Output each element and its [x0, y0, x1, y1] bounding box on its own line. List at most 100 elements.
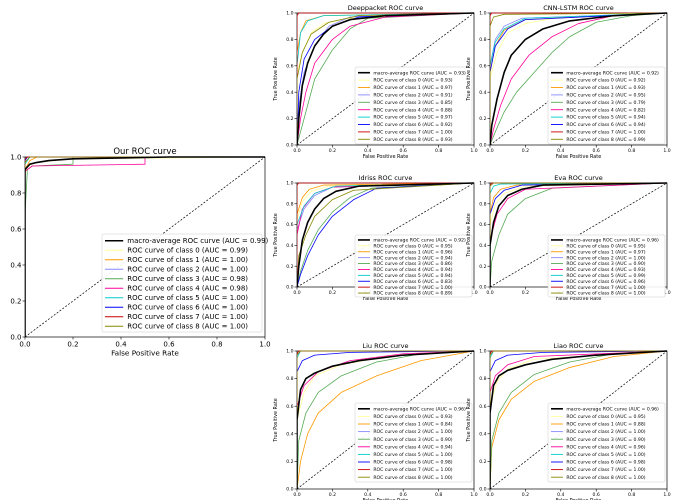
roc-curve-9	[297, 182, 475, 287]
x-tick-label: 1.0	[663, 290, 670, 296]
y-tick-label: 0.2	[286, 264, 293, 270]
x-tick-label: 1.0	[470, 290, 477, 296]
roc-curve-6	[490, 12, 668, 145]
legend-label: ROC curve of class 3 (AUC = 0.98)	[127, 275, 248, 283]
roc-curve-5	[490, 12, 668, 145]
roc-curve-8	[297, 182, 474, 287]
legend-label: ROC curve of class 6 (AUC = 0.83)	[373, 279, 452, 285]
y-tick-label: 0.4	[10, 261, 22, 269]
legend: macro-average ROC curve (AUC = 0.99) ROC …	[101, 233, 269, 333]
roc-curve-5	[490, 182, 668, 287]
roc-curve-0	[297, 182, 475, 287]
curves-group	[490, 182, 668, 287]
legend-label: ROC curve of class 4 (AUC = 0.98)	[127, 285, 248, 293]
x-tick-label: 0.6	[593, 148, 600, 154]
x-tick-label: 0.8	[435, 148, 442, 154]
roc-curve-8	[490, 12, 667, 145]
x-tick-label: 0.8	[211, 341, 222, 349]
chart-title: Deeppacket ROC curve	[348, 4, 423, 12]
chance-diagonal	[297, 12, 475, 145]
x-axis-label: False Positive Rate	[556, 296, 601, 302]
legend-label: ROC curve of class 1 (AUC = 0.97)	[566, 249, 645, 255]
legend-label: macro-average ROC curve (AUC = 0.99)	[127, 237, 268, 245]
x-axis-label: False Positive Rate	[111, 349, 179, 358]
x-axis-label: False Positive Rate	[363, 498, 408, 500]
y-axis-label: True Positive Rate	[273, 398, 279, 443]
chart-title: Idriss ROC curve	[359, 174, 413, 182]
curves-group	[490, 12, 668, 145]
x-tick-label: 0.0	[486, 492, 493, 498]
x-tick-label: 0.2	[522, 492, 529, 498]
y-tick-label: 1.0	[479, 349, 486, 355]
chart-liu: Liu ROC curve 0.0 0.2 0.4 0.6 0.8 1.0 0.0 0.2 0.4…	[273, 342, 478, 500]
legend-label: ROC curve of class 0 (AUC = 0.95)	[566, 243, 645, 249]
y-tick-label: 0.8	[286, 201, 293, 207]
y-tick-label: 1.0	[286, 11, 293, 17]
x-axis-label: False Positive Rate	[363, 296, 408, 302]
legend-label: ROC curve of class 2 (AUC = 1.00)	[566, 429, 645, 435]
y-tick-label: 1.0	[10, 153, 21, 161]
y-tick-label: 0.4	[479, 431, 486, 437]
x-tick-label: 0.4	[557, 148, 564, 154]
chart-eva: Eva ROC curve0.00.20.40.60.81.00.00.20.4…	[466, 174, 671, 302]
y-axis-label: True Positive Rate	[273, 213, 279, 258]
roc-curve-4	[297, 12, 475, 145]
legend-label: ROC curve of class 4 (AUC = 0.94)	[373, 444, 452, 450]
y-tick-label: 0.0	[479, 143, 486, 149]
roc-curve-9	[297, 12, 475, 145]
legend-box	[354, 402, 473, 483]
roc-curve-0	[25, 156, 265, 337]
chance-diagonal	[25, 156, 266, 337]
x-tick-label: 0.8	[435, 492, 442, 498]
legend: macro-average ROC curve (AUC = 0.96)ROC …	[547, 234, 666, 298]
legend-label: ROC curve of class 2 (AUC = 1.00)	[127, 266, 248, 274]
y-tick-label: 0.0	[479, 285, 486, 291]
legend-label: ROC curve of class 2 (AUC = 0.91)	[373, 93, 452, 99]
chart-deeppacket: Deeppacket ROC curve 0.0 0.2 0.4 0.6 0.8 1.0 0.…	[273, 4, 478, 160]
y-axis-label: True Positive Rate	[466, 398, 472, 443]
legend-label: ROC curve of class 7 (AUC = 1.00)	[566, 467, 645, 473]
legend-box	[354, 234, 473, 298]
legend-label: ROC curve of class 6 (AUC = 0.96)	[566, 279, 645, 285]
legend-label: ROC curve of class 3 (AUC = 0.86)	[373, 261, 452, 267]
y-tick-label: 0.2	[479, 459, 486, 465]
x-axis-label: False Positive Rate	[363, 154, 408, 160]
y-tick-label: 0.4	[286, 431, 293, 437]
y-tick-label: 0.2	[479, 264, 486, 270]
y-tick-label: 0.8	[479, 201, 486, 207]
legend-label: ROC curve of class 7 (AUC = 1.00)	[127, 313, 248, 321]
legend: macro-average ROC curve (AUC = 0.92)ROC …	[354, 234, 473, 298]
legend-label: macro-average ROC curve (AUC = 0.93)	[373, 70, 466, 76]
legend-label: ROC curve of class 2 (AUC = 0.94)	[373, 255, 452, 261]
y-tick-label: 0.4	[286, 90, 293, 96]
y-tick-label: 0.6	[479, 404, 486, 410]
roc-curve-4	[490, 12, 668, 145]
legend-label: ROC curve of class 4 (AUC = 0.82)	[566, 107, 645, 113]
roc-curve-7	[297, 12, 475, 145]
curves-group	[297, 350, 475, 489]
roc-curve-1	[297, 350, 475, 489]
roc-curve-7	[490, 350, 668, 489]
x-tick-label: 0.0	[486, 290, 493, 296]
y-tick-label: 0.2	[286, 116, 293, 122]
roc-curve-8	[297, 12, 474, 145]
legend-label: ROC curve of class 8 (AUC = 0.89)	[373, 291, 452, 297]
roc-curve-2	[490, 350, 668, 489]
legend-label: ROC curve of class 4 (AUC = 0.93)	[566, 267, 645, 273]
roc-curve-0	[490, 350, 668, 489]
roc-curve-7	[490, 12, 668, 145]
chart-title: Liao ROC curve	[554, 342, 604, 350]
x-tick-label: 0.2	[67, 341, 78, 349]
y-tick-label: 0.4	[286, 243, 293, 249]
roc-curve-9	[490, 350, 667, 489]
legend-label: macro-average ROC curve (AUC = 0.92)	[566, 70, 659, 76]
roc-curve-0	[297, 12, 475, 145]
legend-label: ROC curve of class 8 (AUC = 1.00)	[373, 475, 452, 481]
roc-curve-0	[490, 12, 668, 145]
x-tick-label: 1.0	[470, 492, 477, 498]
x-tick-label: 0.2	[329, 492, 336, 498]
y-tick-label: 0.0	[10, 333, 21, 341]
x-tick-label: 1.0	[663, 148, 670, 154]
legend-label: ROC curve of class 2 (AUC = 1.00)	[373, 429, 452, 435]
x-tick-label: 0.2	[522, 290, 529, 296]
